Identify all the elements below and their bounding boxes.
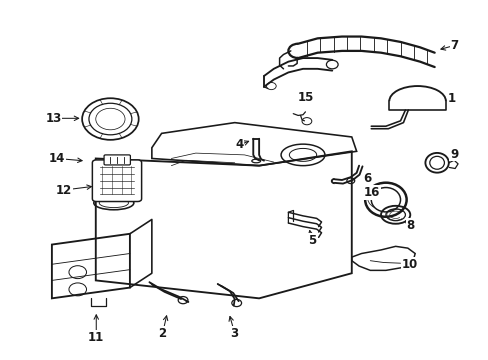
Text: 8: 8 xyxy=(406,219,413,232)
FancyBboxPatch shape xyxy=(104,155,130,165)
Text: 1: 1 xyxy=(447,92,455,105)
Text: 16: 16 xyxy=(364,186,380,199)
Text: 13: 13 xyxy=(45,112,61,125)
Text: 15: 15 xyxy=(297,91,313,104)
Text: 14: 14 xyxy=(49,152,65,165)
Text: 4: 4 xyxy=(235,138,243,151)
Text: 2: 2 xyxy=(158,327,166,340)
Text: 12: 12 xyxy=(56,184,72,197)
Text: 9: 9 xyxy=(449,148,457,161)
Text: 10: 10 xyxy=(400,258,417,271)
Text: 7: 7 xyxy=(449,39,457,52)
Text: 11: 11 xyxy=(88,330,104,343)
Text: 6: 6 xyxy=(363,172,371,185)
Text: 3: 3 xyxy=(230,327,238,340)
FancyBboxPatch shape xyxy=(92,160,142,202)
Text: 5: 5 xyxy=(307,234,315,247)
